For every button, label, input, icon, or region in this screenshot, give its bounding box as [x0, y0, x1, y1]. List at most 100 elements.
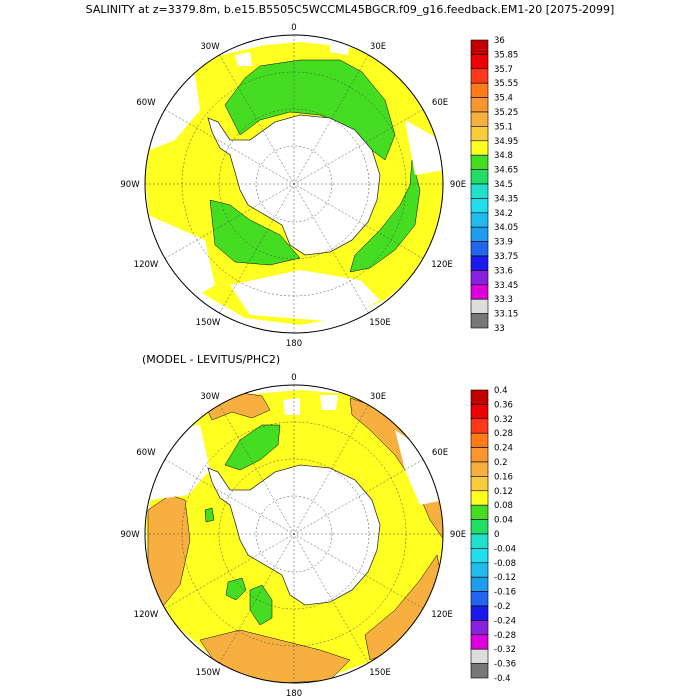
colorbar-swatch: [470, 490, 489, 506]
colorbar-swatch: [470, 562, 489, 578]
colorbar-label: 34.05: [494, 223, 518, 233]
colorbar-swatch: [470, 298, 489, 314]
salinity-colorbar: 36 35.85 35.7 35.55 35.4 35.25 35.1 34.95 34.8 34…: [470, 36, 518, 334]
colorbar-label: -0.2: [494, 602, 511, 612]
colorbar-swatch: [470, 447, 489, 463]
colorbar-label: 0.16: [494, 472, 513, 482]
longitude-label: 30W: [200, 42, 220, 52]
colorbar-label: 0.32: [494, 415, 513, 425]
longitude-label: 150W: [196, 318, 221, 328]
colorbar-label: 35.85: [494, 50, 518, 60]
longitude-label: 150E: [369, 668, 391, 678]
longitude-label: 120E: [431, 610, 453, 620]
longitude-label: 150E: [369, 318, 391, 328]
salinity-map: 0 30E 60E 90E 120E 150E 180 150W 120W 90W 60W 30W 3…: [120, 23, 518, 349]
colorbar-swatch: [470, 313, 489, 329]
colorbar-label: 0.28: [494, 429, 513, 439]
colorbar-label: 0.12: [494, 487, 513, 497]
colorbar-swatch: [470, 54, 489, 70]
longitude-label: 60W: [136, 98, 156, 108]
colorbar-swatch: [470, 591, 489, 607]
colorbar-label: 33.3: [494, 295, 513, 305]
colorbar-swatch: [470, 432, 489, 448]
colorbar-label: 33: [494, 324, 505, 334]
longitude-label: 30E: [370, 392, 386, 402]
colorbar-label: 35.25: [494, 108, 518, 118]
longitude-label: 60E: [432, 448, 448, 458]
colorbar-swatch: [470, 418, 489, 434]
longitude-label: 30W: [200, 392, 220, 402]
colorbar-swatch: [470, 169, 489, 185]
colorbar-swatch: [470, 389, 489, 405]
colorbar-label: 33.9: [494, 238, 513, 248]
salinity-green-region: [224, 59, 396, 161]
colorbar-swatch: [470, 663, 489, 679]
figure-title: SALINITY at z=3379.8m, b.e15.B5505C5WCCM…: [85, 3, 615, 16]
colorbar-swatch: [470, 226, 489, 242]
colorbar-label: -0.4: [494, 674, 511, 684]
colorbar-swatch: [470, 461, 489, 477]
colorbar-swatch: [470, 284, 489, 300]
colorbar-label: -0.24: [494, 616, 516, 626]
colorbar-label: 34.95: [494, 137, 518, 147]
colorbar-swatch: [470, 255, 489, 271]
colorbar-swatch: [470, 111, 489, 127]
colorbar-label: 33.6: [494, 266, 513, 276]
colorbar-swatch: [470, 183, 489, 199]
colorbar-swatch: [470, 519, 489, 535]
longitude-label: 60E: [432, 98, 448, 108]
longitude-label: 90E: [450, 180, 466, 190]
colorbar-label: 34.2: [494, 209, 513, 219]
colorbar-swatch: [470, 82, 489, 98]
colorbar-label: -0.32: [494, 645, 516, 655]
colorbar-label: 35.7: [494, 65, 513, 75]
colorbar-swatch: [470, 39, 489, 55]
longitude-label: 90E: [450, 530, 466, 540]
colorbar-swatch: [470, 504, 489, 520]
colorbar-label: 33.15: [494, 310, 518, 320]
colorbar-label: 34.65: [494, 166, 518, 176]
colorbar-label: 0: [494, 530, 499, 540]
colorbar-label: 0.2: [494, 458, 508, 468]
colorbar-label: -0.12: [494, 573, 516, 583]
longitude-label: 180: [286, 689, 302, 699]
colorbar-swatch: [470, 404, 489, 420]
colorbar-label: 0.08: [494, 501, 513, 511]
colorbar-swatch: [470, 212, 489, 228]
longitude-label: 0: [291, 373, 296, 383]
colorbar-label: 0.36: [494, 400, 513, 410]
colorbar-swatch: [470, 605, 489, 621]
longitude-label: 120W: [134, 610, 159, 620]
longitude-label: 120E: [431, 260, 453, 270]
colorbar-label: 0.04: [494, 516, 513, 526]
colorbar-swatch: [470, 476, 489, 492]
colorbar-label: 34.35: [494, 194, 518, 204]
difference-subtitle: (MODEL - LEVITUS/PHC2): [142, 353, 281, 366]
colorbar-swatch: [470, 68, 489, 84]
colorbar-swatch: [470, 97, 489, 113]
colorbar-swatch: [470, 533, 489, 549]
colorbar-swatch: [470, 140, 489, 156]
colorbar-label: 35.1: [494, 122, 513, 132]
colorbar-label: 35.55: [494, 79, 518, 89]
colorbar-label: 34.8: [494, 151, 513, 161]
colorbar-swatch: [470, 198, 489, 214]
difference-map: 0 30E 60E 90E 120E 150E 180 150W 120W 90W 60W 30W 0…: [120, 373, 516, 699]
longitude-label: 0: [291, 23, 296, 33]
longitude-label: 30E: [370, 42, 386, 52]
difference-green-region: [224, 424, 281, 471]
colorbar-swatch: [470, 154, 489, 170]
colorbar-label: -0.28: [494, 631, 516, 641]
colorbar-label: 33.45: [494, 281, 518, 291]
colorbar-label: -0.08: [494, 559, 516, 569]
colorbar-swatch: [470, 241, 489, 257]
colorbar-label: -0.36: [494, 660, 516, 670]
colorbar-label: -0.16: [494, 588, 516, 598]
colorbar-swatch: [470, 620, 489, 636]
colorbar-label: 35.4: [494, 94, 513, 104]
colorbar-swatch: [470, 270, 489, 286]
colorbar-label: 33.75: [494, 252, 518, 262]
colorbar-swatch: [470, 634, 489, 650]
longitude-label: 60W: [136, 448, 156, 458]
